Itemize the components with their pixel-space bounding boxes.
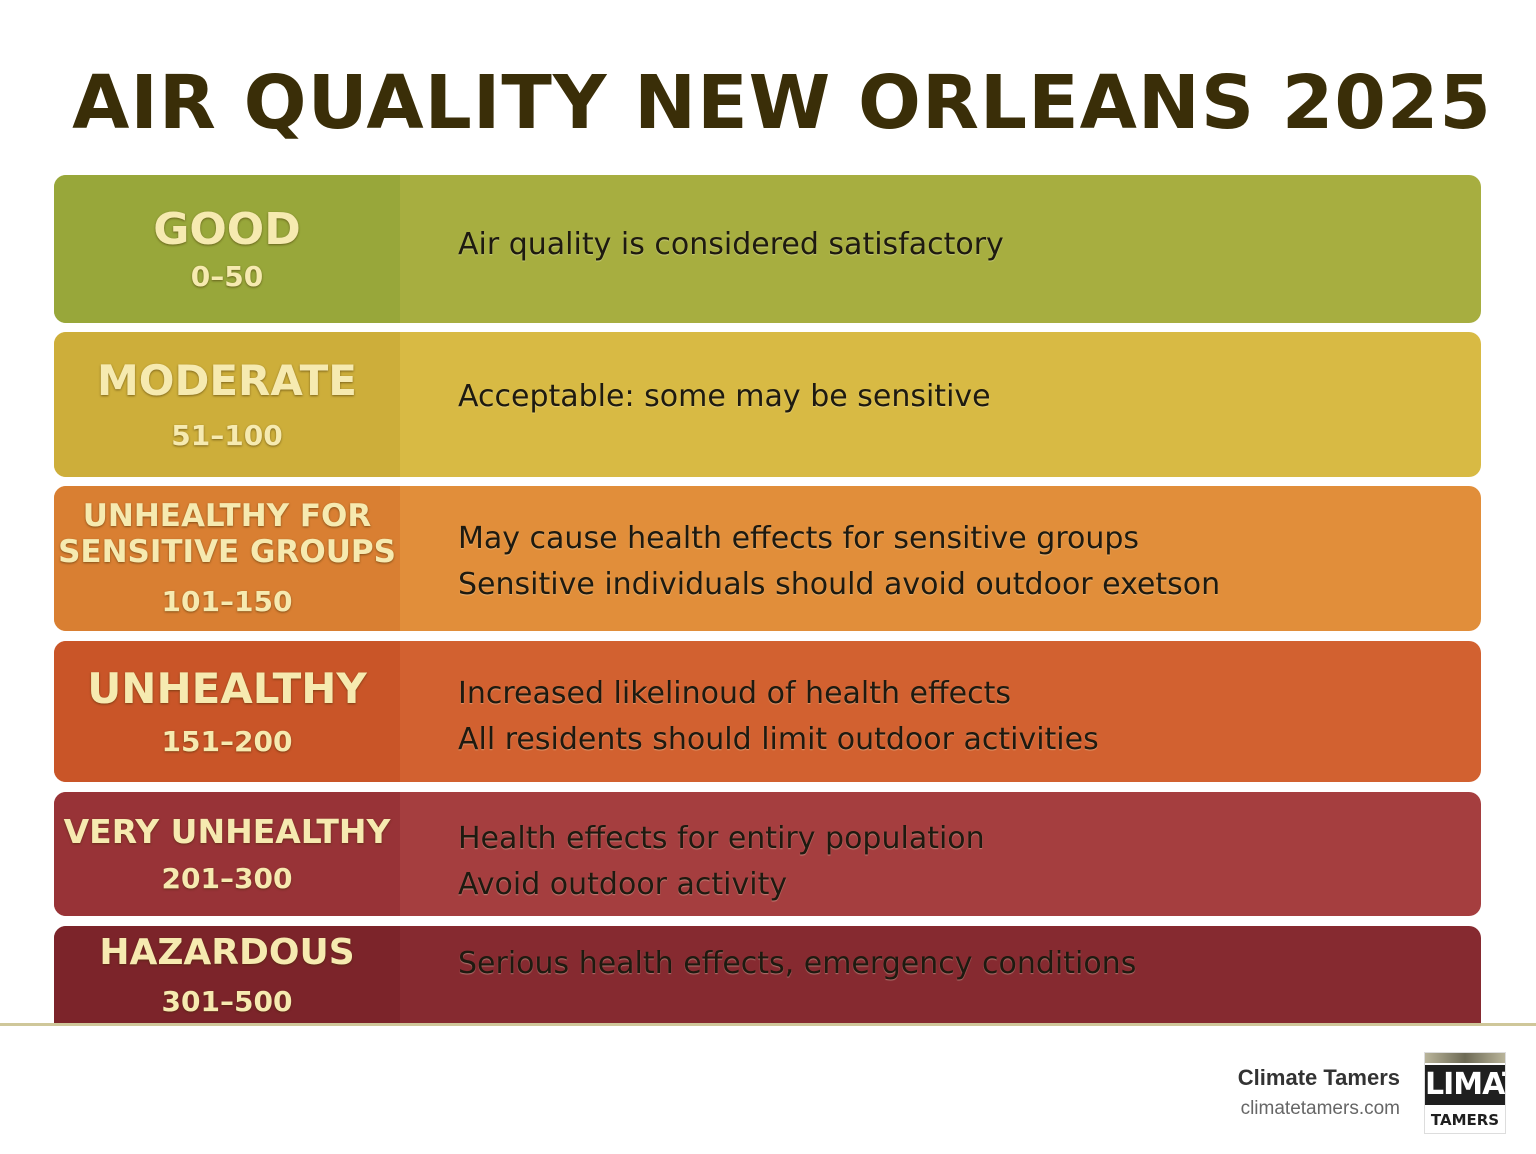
aqi-row-hazardous: HAZARDOUS 301–500 Serious health effects… [54, 926, 1481, 1024]
aqi-description-cell: Air quality is considered satisfactory [400, 175, 1481, 323]
aqi-category-cell: UNHEALTHY FOR SENSITIVE GROUPS 101–150 [54, 486, 400, 631]
footer-divider [0, 1023, 1536, 1026]
aqi-category-name: UNHEALTHY [87, 663, 367, 713]
logo-text-bottom: TAMERS [1430, 1111, 1500, 1129]
aqi-description-line: Air quality is considered satisfactory [458, 227, 1004, 262]
aqi-category-name-line-2: SENSITIVE GROUPS [58, 534, 396, 570]
aqi-description-line: Sensitive individuals should avoid outdo… [458, 567, 1221, 602]
aqi-description-line: Serious health effects, emergency condit… [458, 946, 1137, 981]
aqi-category-name: HAZARDOUS [99, 931, 355, 973]
aqi-range: 0–50 [190, 259, 264, 293]
aqi-description-line: Increased likelinoud of health effects [458, 676, 1012, 711]
aqi-description-cell: May cause health effects for sensitive g… [400, 486, 1481, 631]
aqi-row-moderate: MODERATE 51–100 Acceptable: some may be … [54, 332, 1481, 477]
aqi-description-line: Avoid outdoor activity [458, 867, 788, 902]
aqi-description-cell: Increased likelinoud of health effects A… [400, 641, 1481, 782]
aqi-category-cell: HAZARDOUS 301–500 [54, 926, 400, 1024]
aqi-description-line: May cause health effects for sensitive g… [458, 521, 1140, 556]
aqi-row-unhealthy-sensitive: UNHEALTHY FOR SENSITIVE GROUPS 101–150 M… [54, 486, 1481, 631]
aqi-row-unhealthy: UNHEALTHY 151–200 Increased likelinoud o… [54, 641, 1481, 782]
aqi-category-name: MODERATE [97, 355, 357, 405]
brand-block: Climate Tamers climatetamers.com [1238, 1062, 1400, 1124]
aqi-range: 101–150 [161, 584, 293, 618]
aqi-category-name-line-1: UNHEALTHY FOR [82, 498, 372, 535]
aqi-row-very-unhealthy: VERY UNHEALTHY 201–300 Health effects fo… [54, 792, 1481, 916]
brand-name: Climate Tamers [1237, 1065, 1400, 1090]
aqi-range: 151–200 [161, 725, 293, 759]
brand-url: climatetamers.com [1240, 1098, 1400, 1119]
aqi-category-name: GOOD [153, 204, 301, 256]
aqi-category-cell: MODERATE 51–100 [54, 332, 400, 477]
aqi-description-line: Health effects for entiry population [458, 821, 985, 856]
aqi-range: 301–500 [161, 985, 293, 1019]
aqi-range: 201–300 [161, 862, 293, 896]
aqi-category-cell: GOOD 0–50 [54, 175, 400, 323]
aqi-description-cell: Health effects for entiry population Avo… [400, 792, 1481, 916]
aqi-category-cell: VERY UNHEALTHY 201–300 [54, 792, 400, 916]
aqi-row-good: GOOD 0–50 Air quality is considered sati… [54, 175, 1481, 323]
aqi-category-cell: UNHEALTHY 151–200 [54, 641, 400, 782]
page-title: AIR QUALITY NEW ORLEANS 2025 [72, 60, 1492, 146]
aqi-description-cell: Serious health effects, emergency condit… [400, 926, 1481, 1024]
logo-skyline [1425, 1053, 1505, 1063]
aqi-description-line: Acceptable: some may be sensitive [458, 379, 991, 414]
aqi-description-cell: Acceptable: some may be sensitive [400, 332, 1481, 477]
aqi-range: 51–100 [171, 419, 283, 453]
aqi-category-name: VERY UNHEALTHY [63, 811, 391, 851]
aqi-description-line: All residents should limit outdoor activ… [458, 722, 1099, 757]
